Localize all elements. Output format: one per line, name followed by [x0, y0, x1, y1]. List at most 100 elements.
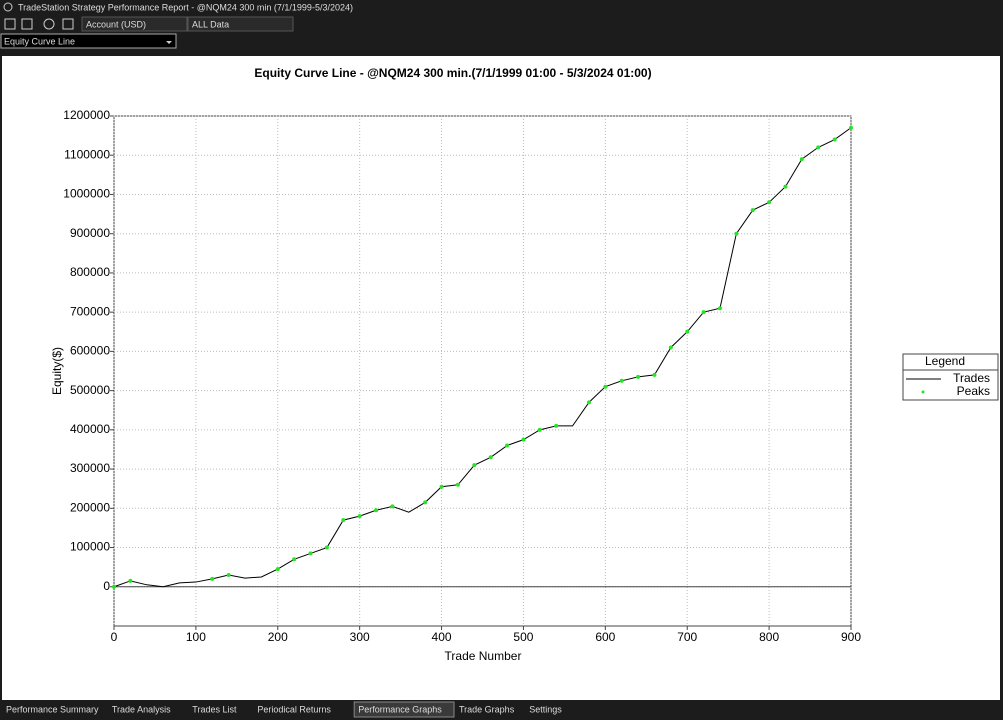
peak-point	[374, 508, 379, 513]
tab-bar: Performance Summary Trade Analysis Trades …	[2, 701, 574, 718]
y-axis-label: Equity($)	[50, 347, 64, 395]
peak-point	[799, 157, 804, 162]
peak-point	[128, 578, 133, 583]
peak-point	[750, 208, 755, 213]
y-tick-label: 800000	[70, 265, 110, 279]
peak-point	[783, 184, 788, 189]
peak-point	[849, 125, 853, 130]
y-tick-label: 1000000	[63, 187, 110, 201]
peak-point	[505, 443, 510, 448]
peak-point	[341, 518, 346, 523]
legend-title: Legend	[925, 354, 965, 368]
x-tick-label: 100	[186, 630, 206, 644]
legend-box	[902, 353, 999, 401]
y-tick-label: 500000	[70, 383, 110, 397]
tab-label: Trade Graphs	[459, 704, 515, 714]
legend-swatch	[921, 390, 925, 394]
peak-point	[210, 576, 215, 581]
y-tick-label: 100000	[70, 540, 110, 554]
plot-area	[113, 115, 852, 627]
tab[interactable]	[353, 701, 455, 718]
peak-point	[455, 482, 460, 487]
tab-label: Performance Graphs	[358, 704, 442, 714]
range-label: ALL Data	[192, 19, 229, 29]
tab-label: Performance Summary	[6, 704, 99, 714]
account-dropdown[interactable]	[81, 16, 188, 32]
legend-label: Trades	[953, 371, 990, 385]
peak-point	[685, 329, 690, 334]
x-tick-label: 500	[513, 630, 533, 644]
peak-point	[701, 310, 706, 315]
y-tick-label: 200000	[70, 500, 110, 514]
peak-point	[308, 551, 313, 556]
graph-dropdown[interactable]	[0, 33, 177, 49]
peak-point	[324, 545, 329, 550]
x-tick-label: 400	[432, 630, 452, 644]
tab-label: Settings	[529, 704, 562, 714]
equity-line	[113, 127, 852, 588]
tab[interactable]	[525, 702, 574, 717]
peak-point	[439, 484, 444, 489]
range-dropdown[interactable]	[187, 16, 294, 32]
peak-point	[521, 437, 526, 442]
app-icon	[3, 2, 13, 12]
peak-point	[652, 372, 657, 377]
y-tick-label: 1100000	[64, 147, 110, 161]
x-tick-label: 600	[595, 630, 615, 644]
legend-label: Peaks	[957, 384, 990, 398]
peak-point	[619, 378, 624, 383]
peak-point	[734, 231, 739, 236]
peak-point	[537, 427, 542, 432]
tab[interactable]	[455, 702, 525, 717]
peak-point	[816, 145, 821, 150]
account-label: Account (USD)	[86, 19, 146, 29]
y-tick-label: 300000	[70, 461, 110, 475]
tab[interactable]	[2, 702, 107, 717]
dropdown-arrow	[166, 41, 172, 44]
peak-point	[668, 345, 673, 350]
y-tick-label: 400000	[70, 422, 110, 436]
y-tick-label: 600000	[70, 344, 110, 358]
settings-icon[interactable]	[62, 18, 74, 30]
x-tick-label: 700	[677, 630, 697, 644]
peak-point	[636, 374, 641, 379]
x-tick-label: 300	[350, 630, 370, 644]
peak-point	[357, 514, 362, 519]
tab[interactable]	[253, 702, 354, 717]
print-icon[interactable]	[21, 18, 33, 30]
x-tick-label: 800	[759, 630, 779, 644]
peak-point	[586, 400, 591, 405]
peak-point	[423, 500, 428, 505]
peak-point	[226, 573, 231, 577]
tab-label: Periodical Returns	[257, 704, 331, 714]
peak-point	[832, 137, 837, 142]
tab-label: Trade Analysis	[112, 704, 171, 714]
chart-title: Equity Curve Line - @NQM24 300 min.(7/1/…	[254, 66, 651, 80]
y-tick-label: 1200000	[63, 108, 110, 122]
peak-point	[292, 557, 297, 562]
tab[interactable]	[107, 702, 188, 717]
peak-point	[554, 423, 559, 428]
y-tick-label: 900000	[70, 226, 110, 240]
peak-point	[390, 504, 395, 509]
peak-point	[488, 455, 493, 460]
window-title: TradeStation Strategy Performance Report…	[18, 2, 353, 12]
refresh-icon[interactable]	[43, 18, 55, 30]
x-tick-label: 0	[111, 630, 118, 644]
peak-point	[112, 584, 116, 589]
tab[interactable]	[188, 702, 253, 717]
save-icon[interactable]	[4, 18, 16, 30]
y-tick-label: 700000	[70, 304, 110, 318]
y-tick-label: 0	[103, 579, 110, 593]
peak-point	[472, 463, 477, 468]
peak-point	[767, 200, 772, 205]
tab-label: Trades List	[192, 704, 237, 714]
graph-label: Equity Curve Line	[4, 36, 75, 46]
x-axis-label: Trade Number	[445, 649, 522, 663]
peak-point	[717, 306, 722, 311]
x-tick-label: 200	[268, 630, 288, 644]
x-tick-label: 900	[841, 630, 861, 644]
toolbar-icons	[4, 18, 74, 30]
